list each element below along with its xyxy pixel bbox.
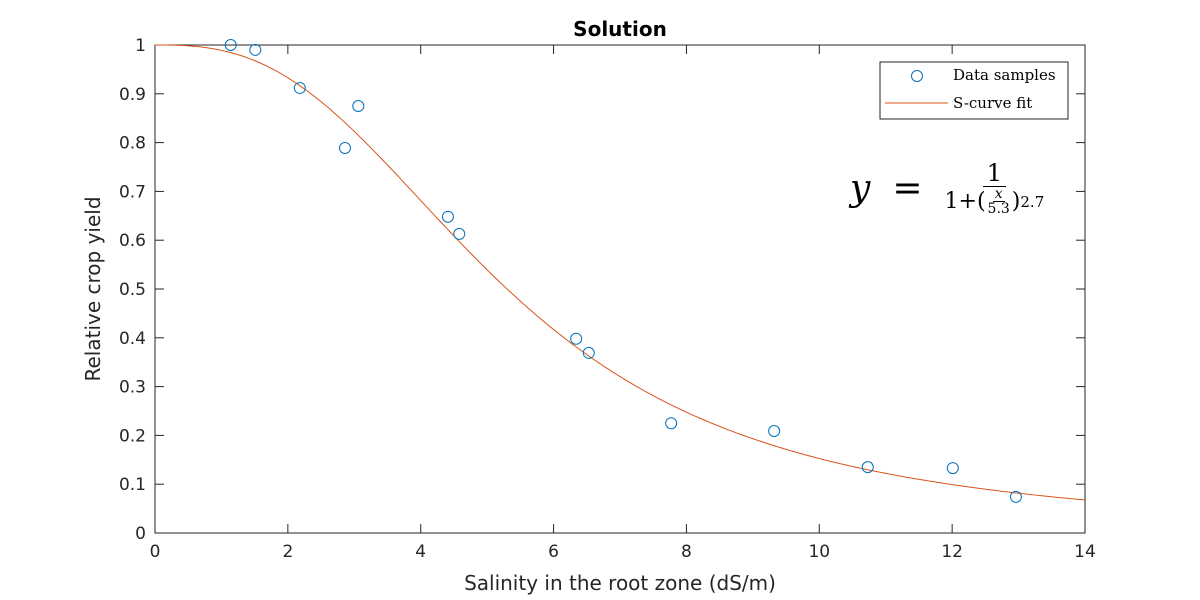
y-tick-label: 0.9 <box>119 85 146 105</box>
x-tick-label: 10 <box>808 542 830 562</box>
data-point <box>665 417 678 430</box>
y-tick-label: 0.3 <box>119 378 146 398</box>
y-tick-label: 0.7 <box>119 182 146 202</box>
data-point <box>1009 490 1022 503</box>
axes-box <box>154 44 1086 534</box>
legend-label-fit: S-curve fit <box>953 94 1032 112</box>
legend-label-data: Data samples <box>953 66 1056 84</box>
y-tick-label: 0 <box>135 524 146 544</box>
fit-curve <box>155 44 1086 501</box>
data-point <box>249 43 262 56</box>
eq-lhs: y <box>850 168 871 209</box>
data-point <box>861 461 874 474</box>
data-point <box>946 462 959 475</box>
eq-exp: 2.7 <box>1020 193 1045 211</box>
eq-x: x <box>992 186 1005 202</box>
eq-sign: = <box>892 168 923 209</box>
x-tick-label: 14 <box>1074 542 1096 562</box>
x-tick-label: 8 <box>681 542 692 562</box>
eq-inner-fraction: x 5.3 <box>988 187 1010 217</box>
y-tick-label: 0.2 <box>119 426 146 446</box>
data-point <box>338 141 351 154</box>
eq-denominator: 1+( x 5.3 ) 2.7 <box>945 187 1045 217</box>
y-axis-label: Relative crop yield <box>81 196 105 381</box>
y-tick-label: 0.8 <box>119 134 146 154</box>
legend-box <box>879 61 1069 120</box>
eq-close: ) <box>1011 189 1021 214</box>
data-point <box>352 100 365 112</box>
eq-fraction: 1 1+( x 5.3 ) 2.7 <box>945 160 1045 217</box>
data-point <box>441 210 454 223</box>
y-tick-label: 0.4 <box>119 329 146 349</box>
data-point <box>570 332 583 345</box>
x-tick-label: 2 <box>282 542 293 562</box>
eq-one-plus: 1+( <box>944 189 986 214</box>
y-tick-label: 0.5 <box>119 280 146 300</box>
data-point <box>582 346 595 359</box>
data-point <box>768 425 781 438</box>
equation-annotation: y = 1 1+( x 5.3 ) 2.7 <box>850 160 1044 217</box>
chart-title: Solution <box>573 17 667 41</box>
data-point <box>224 39 237 51</box>
x-tick-label: 6 <box>548 542 559 562</box>
x-axis-label: Salinity in the root zone (dS/m) <box>464 571 776 595</box>
eq-numerator: 1 <box>982 160 1007 187</box>
x-tick-label: 0 <box>150 542 161 562</box>
y-tick-label: 0.6 <box>119 231 146 251</box>
data-point <box>293 81 306 94</box>
data-point <box>453 227 466 240</box>
y-tick-label: 1 <box>135 36 146 56</box>
y-tick-label: 0.1 <box>119 475 146 495</box>
x-tick-label: 4 <box>415 542 426 562</box>
legend-marker-data <box>911 70 923 82</box>
x-tick-label: 12 <box>941 542 963 562</box>
eq-div: 5.3 <box>987 201 1010 217</box>
